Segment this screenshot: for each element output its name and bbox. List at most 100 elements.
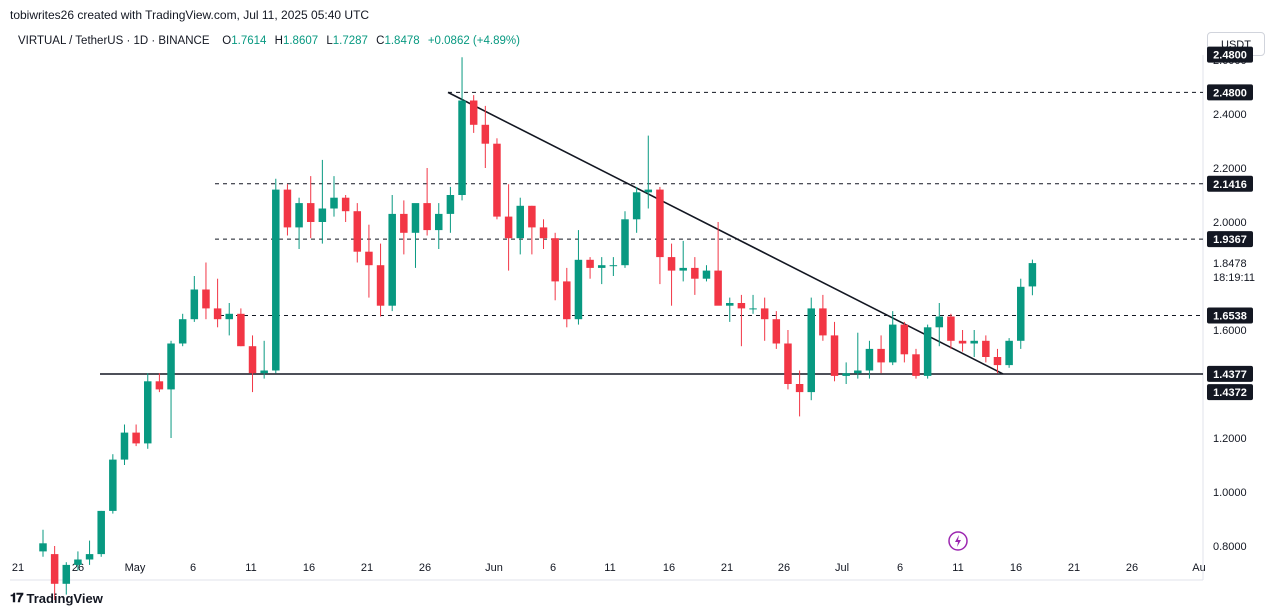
candle <box>772 311 781 349</box>
candle <box>341 195 350 222</box>
candle-body <box>283 189 292 228</box>
candle <box>609 257 618 276</box>
candle <box>237 308 245 347</box>
currency-button[interactable]: USDT <box>1207 32 1265 56</box>
candle <box>632 186 641 233</box>
x-tick-label: 21 <box>1068 562 1080 574</box>
candle-body <box>726 303 734 306</box>
candle <box>1017 278 1025 349</box>
candle <box>586 257 594 279</box>
x-tick-label: 6 <box>897 562 903 574</box>
x-tick-label: 11 <box>245 562 256 574</box>
candle-body <box>691 267 699 279</box>
candle <box>900 321 909 363</box>
candle-body <box>982 340 990 357</box>
candle-body <box>202 289 210 309</box>
candle-body <box>947 316 955 341</box>
open-label: O <box>222 35 232 47</box>
candle-body <box>260 370 268 374</box>
x-tick-label: May <box>125 562 146 574</box>
y-tick-label: 1.0000 <box>1213 487 1247 499</box>
price-badge-label: 1.4377 <box>1213 369 1247 381</box>
candle <box>248 335 257 393</box>
candle-body <box>935 316 944 328</box>
candle-body <box>830 335 839 376</box>
candle <box>481 105 490 168</box>
candle-body <box>597 265 606 268</box>
candle-body <box>50 554 59 584</box>
x-tick-label: 6 <box>550 562 556 574</box>
x-tick-label: 26 <box>778 562 790 574</box>
candle-body <box>178 319 187 344</box>
x-tick-label: 21 <box>721 562 733 574</box>
candle-body <box>446 195 455 214</box>
candle-body <box>400 213 408 233</box>
candle <box>737 294 746 347</box>
y-tick-label: 2.0000 <box>1213 217 1247 229</box>
candle-body <box>749 308 757 310</box>
candle-body <box>563 281 571 320</box>
candle <box>551 232 559 301</box>
candle-body <box>1017 286 1025 341</box>
candle <box>435 203 443 249</box>
candle <box>726 297 734 322</box>
candle <box>213 278 222 328</box>
candle-body <box>865 348 874 371</box>
candle-body <box>318 208 327 222</box>
candle <box>830 321 839 382</box>
price-badge <box>1207 307 1253 324</box>
y-tick-label: 1.6000 <box>1213 325 1247 337</box>
candle-body <box>854 370 862 374</box>
candle <box>74 551 82 571</box>
candle <box>423 168 431 236</box>
candle <box>702 265 711 282</box>
x-tick-label: 11 <box>952 562 963 574</box>
candle <box>935 303 944 347</box>
candle-body <box>993 357 1002 366</box>
candle <box>400 200 408 255</box>
candle <box>39 529 47 557</box>
tradingview-footer[interactable]: 𝟏𝟕 TradingView <box>10 590 103 606</box>
low-label: L <box>326 35 333 47</box>
x-tick-label: 16 <box>303 562 315 574</box>
candle <box>784 330 792 390</box>
candle <box>458 57 466 201</box>
low-value: 1.7287 <box>332 35 368 47</box>
candle <box>272 178 280 374</box>
candle-body <box>877 348 885 363</box>
candle-body <box>632 192 641 220</box>
high-label: H <box>274 35 283 47</box>
candle-body <box>912 354 920 376</box>
candle-body <box>528 205 536 228</box>
candle <box>330 176 338 217</box>
candle-body <box>62 564 71 584</box>
candle-body <box>330 197 338 209</box>
candle-body <box>551 238 559 282</box>
brand-name: TradingView <box>26 590 103 606</box>
x-tick-label: 11 <box>604 562 615 574</box>
price-badge <box>1207 365 1253 382</box>
candle-body <box>516 205 524 239</box>
candle <box>178 313 187 347</box>
candle-body <box>272 189 280 371</box>
x-tick-label: 21 <box>12 562 24 574</box>
candle-body <box>772 319 781 344</box>
event-lightning-icon <box>948 531 968 551</box>
candle-body <box>237 313 245 347</box>
candle <box>656 186 664 285</box>
candle-body <box>435 213 443 231</box>
candle <box>749 294 757 314</box>
candle-body <box>714 270 722 306</box>
symbol-name[interactable]: VIRTUAL / TetherUS · 1D · BINANCE <box>18 35 210 47</box>
candle-body <box>679 267 687 271</box>
candle <box>353 203 362 263</box>
candle <box>947 313 955 349</box>
candle <box>144 373 152 449</box>
candle <box>167 340 175 438</box>
candle-body <box>85 554 94 560</box>
price-badge <box>1207 231 1253 248</box>
candle <box>539 219 548 249</box>
candle <box>446 186 455 233</box>
